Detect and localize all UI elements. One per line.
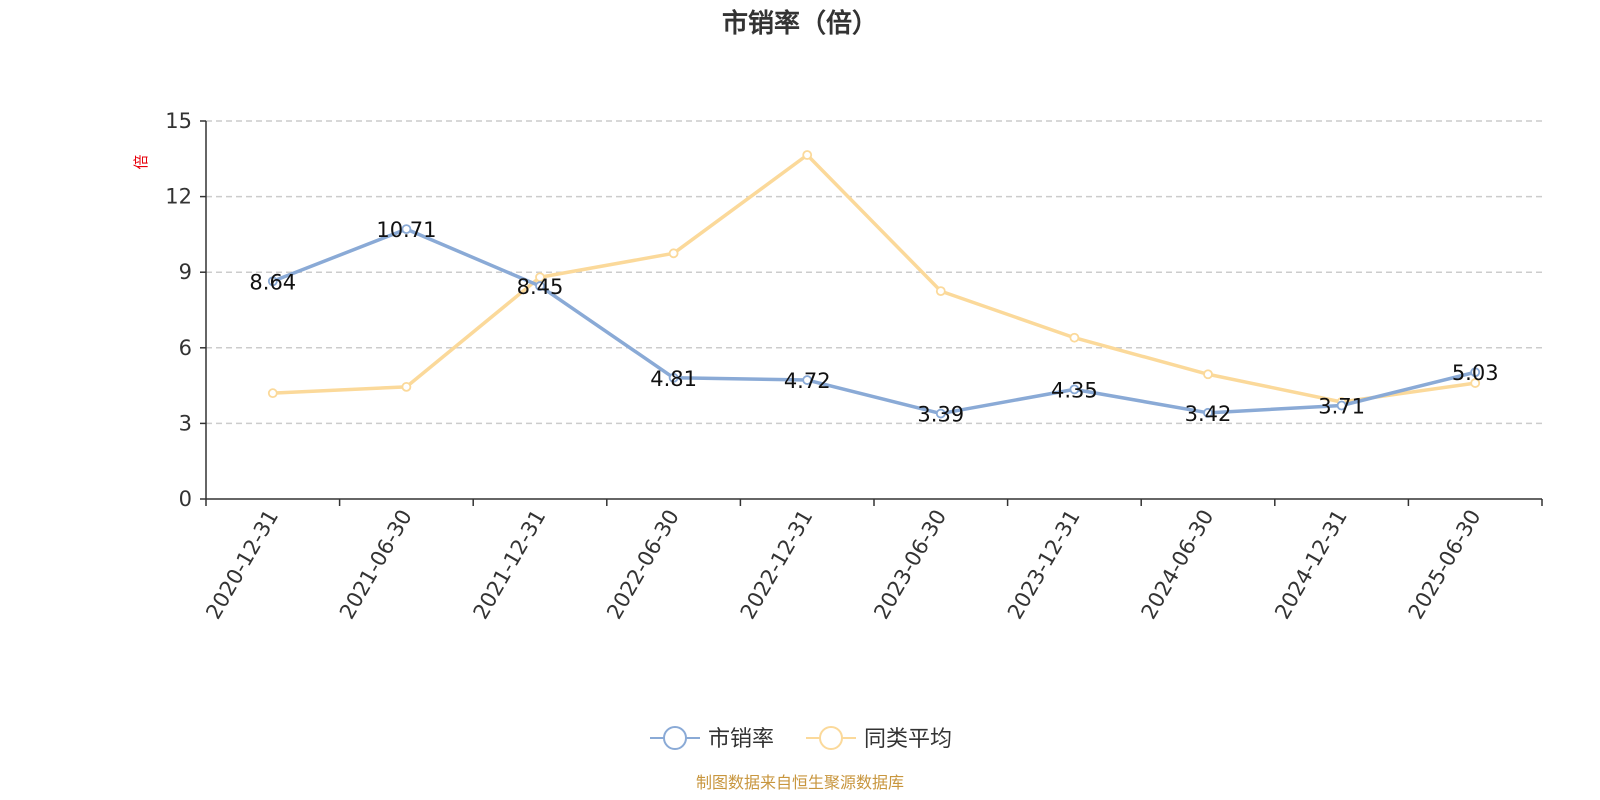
data-point <box>401 224 412 235</box>
data-point <box>267 388 278 399</box>
legend: 市销率 同类平均 <box>650 726 952 752</box>
grid-layer <box>206 120 1542 425</box>
data-label: 5.03 <box>1452 361 1499 385</box>
y-tick-label: 0 <box>179 487 192 511</box>
data-point <box>668 248 679 259</box>
chart-title: 市销率（倍） <box>722 8 878 39</box>
x-tick-label: 2023-12-31 <box>1003 506 1085 624</box>
legend-marker <box>663 726 687 750</box>
data-point <box>1069 332 1080 343</box>
data-source-note: 制图数据来自恒生聚源数据库 <box>696 773 904 792</box>
data-label: 8.45 <box>517 275 564 299</box>
x-tick-label: 2025-06-30 <box>1404 506 1486 624</box>
y-tick-label: 12 <box>165 185 192 209</box>
legend-label: 市销率 <box>708 727 774 752</box>
y-tick-label: 9 <box>179 260 192 284</box>
data-point <box>668 372 679 383</box>
data-point <box>401 381 412 392</box>
data-point <box>1203 407 1213 418</box>
data-point <box>1069 384 1080 395</box>
data-point <box>1203 369 1213 380</box>
data-point <box>1336 400 1347 411</box>
data-point <box>935 286 946 297</box>
data-label-layer: 8.64 10.71 8.45 4.81 4.72 3.39 4.35 3.42 3.71 5.0… <box>249 218 1498 426</box>
series-line-1 <box>272 153 1476 404</box>
x-tick-label: 2024-06-30 <box>1137 506 1219 624</box>
data-label: 10.71 <box>376 218 436 242</box>
series-layer <box>267 150 1481 419</box>
data-point <box>802 375 813 385</box>
data-label: 3.42 <box>1185 402 1232 426</box>
x-tick-label: 2024-12-31 <box>1270 506 1352 624</box>
data-point <box>1470 378 1481 388</box>
series-line-0 <box>272 227 1476 416</box>
x-tick-label: 2021-12-31 <box>469 506 551 624</box>
data-point <box>802 150 813 160</box>
data-label: 4.72 <box>784 369 831 393</box>
x-tick-label: 2021-06-30 <box>335 506 417 624</box>
y-tick-label: 3 <box>179 411 192 435</box>
data-label: 3.39 <box>917 403 964 427</box>
x-tick-label: 2023-06-30 <box>869 506 951 624</box>
y-tick-label: 15 <box>165 109 192 133</box>
x-tick-label: 2022-12-31 <box>736 506 818 624</box>
data-label: 4.35 <box>1051 378 1098 402</box>
legend-marker <box>819 726 843 750</box>
x-tick-label: 2020-12-31 <box>201 506 283 624</box>
y-tick-label: 6 <box>179 336 192 360</box>
data-point <box>935 408 946 419</box>
data-label: 4.81 <box>650 367 697 391</box>
data-label: 3.71 <box>1318 395 1365 419</box>
data-label: 8.64 <box>249 270 296 294</box>
axis-layer: 0 3 6 9 12 15 2020-12-31 2021-06-30 2021-12-31 20… <box>165 109 1543 624</box>
data-point <box>535 281 545 291</box>
data-point <box>267 276 278 287</box>
data-point <box>1470 367 1481 378</box>
y-axis-unit-label: 倍 <box>132 154 150 169</box>
x-tick-label: 2022-06-30 <box>602 506 684 624</box>
legend-label: 同类平均 <box>864 727 952 752</box>
